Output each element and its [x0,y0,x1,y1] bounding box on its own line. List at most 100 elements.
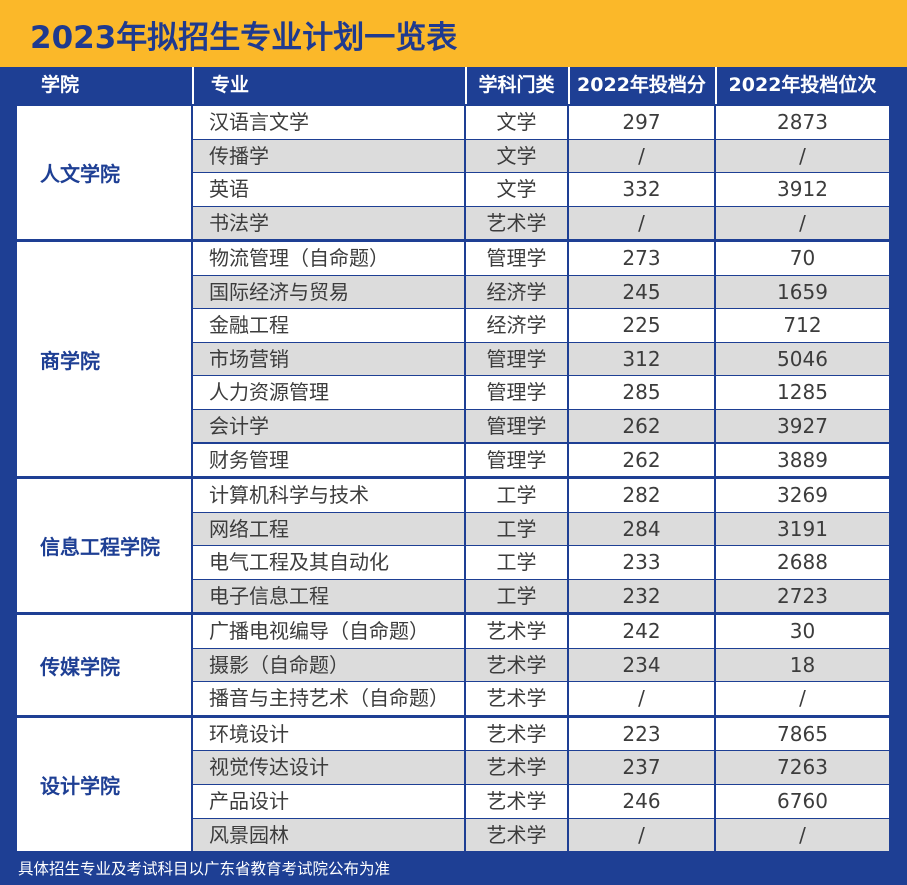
rank-cell: 3927 [716,409,889,443]
rank-cell: 2873 [716,106,889,139]
major-cell: 汉语言文学 [193,106,464,139]
header-major: 专业 [211,74,250,96]
major-cell: 英语 [193,173,464,206]
major-cell: 产品设计 [193,785,464,818]
category-cell: 艺术学 [466,648,567,682]
major-cell: 广播电视编导（自命题） [193,615,464,648]
score-cell: / [569,818,714,852]
department-name: 传媒学院 [17,615,191,715]
rank-cell: / [716,139,889,173]
department-name: 信息工程学院 [17,479,191,613]
major-cell: 电气工程及其自动化 [193,546,464,579]
category-cell: 工学 [466,479,567,512]
major-cell: 会计学 [193,409,464,443]
rank-cell: 3912 [716,173,889,206]
major-cell: 计算机科学与技术 [193,479,464,512]
rank-cell: 30 [716,615,889,648]
score-cell: 332 [569,173,714,206]
score-cell: 285 [569,376,714,409]
category-cell: 经济学 [466,309,567,342]
category-cell: 艺术学 [466,717,567,751]
category-cell: 经济学 [466,275,567,309]
rank-cell: 3191 [716,512,889,546]
score-cell: 297 [569,106,714,139]
header-category: 学科门类 [478,74,555,96]
rank-cell: 7865 [716,717,889,751]
major-cell: 市场营销 [193,342,464,376]
score-cell: 246 [569,785,714,818]
category-cell: 艺术学 [466,206,567,240]
score-cell: / [569,139,714,173]
rank-cell: 2688 [716,546,889,579]
page-title: 2023年拟招生专业计划一览表 [30,20,458,56]
header-divider [568,67,570,104]
category-cell: 文学 [466,173,567,206]
score-cell: / [569,682,714,715]
score-cell: 237 [569,751,714,784]
rank-cell: / [716,682,889,715]
department-name: 人文学院 [17,106,191,240]
major-cell: 播音与主持艺术（自命题） [193,682,464,715]
major-cell: 摄影（自命题） [193,648,464,682]
rank-cell: 1659 [716,275,889,309]
department-name: 设计学院 [17,717,191,852]
header-divider [715,67,717,104]
major-cell: 财务管理 [193,443,464,477]
rank-cell: 5046 [716,342,889,376]
rank-cell: 2723 [716,579,889,613]
score-cell: 242 [569,615,714,648]
header-rank: 2022年投档位次 [728,74,877,96]
score-cell: 273 [569,242,714,275]
category-cell: 工学 [466,546,567,579]
category-cell: 艺术学 [466,785,567,818]
category-cell: 工学 [466,579,567,613]
header-score: 2022年投档分 [577,74,706,96]
score-cell: 245 [569,275,714,309]
score-cell: 262 [569,443,714,477]
rank-cell: 70 [716,242,889,275]
category-cell: 管理学 [466,376,567,409]
department-name: 商学院 [17,242,191,477]
rank-cell: / [716,206,889,240]
major-cell: 电子信息工程 [193,579,464,613]
score-cell: / [569,206,714,240]
category-cell: 艺术学 [466,682,567,715]
rank-cell: 3889 [716,443,889,477]
major-cell: 人力资源管理 [193,376,464,409]
score-cell: 234 [569,648,714,682]
header-college: 学院 [41,74,80,96]
rank-cell: 3269 [716,479,889,512]
rank-cell: 1285 [716,376,889,409]
score-cell: 262 [569,409,714,443]
score-cell: 232 [569,579,714,613]
rank-cell: / [716,818,889,852]
category-cell: 管理学 [466,409,567,443]
category-cell: 艺术学 [466,615,567,648]
major-cell: 物流管理（自命题） [193,242,464,275]
category-cell: 管理学 [466,443,567,477]
rank-cell: 6760 [716,785,889,818]
major-cell: 国际经济与贸易 [193,275,464,309]
category-cell: 文学 [466,106,567,139]
category-cell: 艺术学 [466,818,567,852]
score-cell: 223 [569,717,714,751]
major-cell: 书法学 [193,206,464,240]
score-cell: 284 [569,512,714,546]
rank-cell: 7263 [716,751,889,784]
score-cell: 282 [569,479,714,512]
major-cell: 环境设计 [193,717,464,751]
rank-cell: 18 [716,648,889,682]
major-cell: 传播学 [193,139,464,173]
header-divider [192,67,194,104]
category-cell: 工学 [466,512,567,546]
major-cell: 视觉传达设计 [193,751,464,784]
major-cell: 风景园林 [193,818,464,852]
rank-cell: 712 [716,309,889,342]
score-cell: 233 [569,546,714,579]
score-cell: 225 [569,309,714,342]
major-cell: 金融工程 [193,309,464,342]
header-divider [465,67,467,104]
footer-note: 具体招生专业及考试科目以广东省教育考试院公布为准 [18,860,391,878]
score-cell: 312 [569,342,714,376]
major-cell: 网络工程 [193,512,464,546]
